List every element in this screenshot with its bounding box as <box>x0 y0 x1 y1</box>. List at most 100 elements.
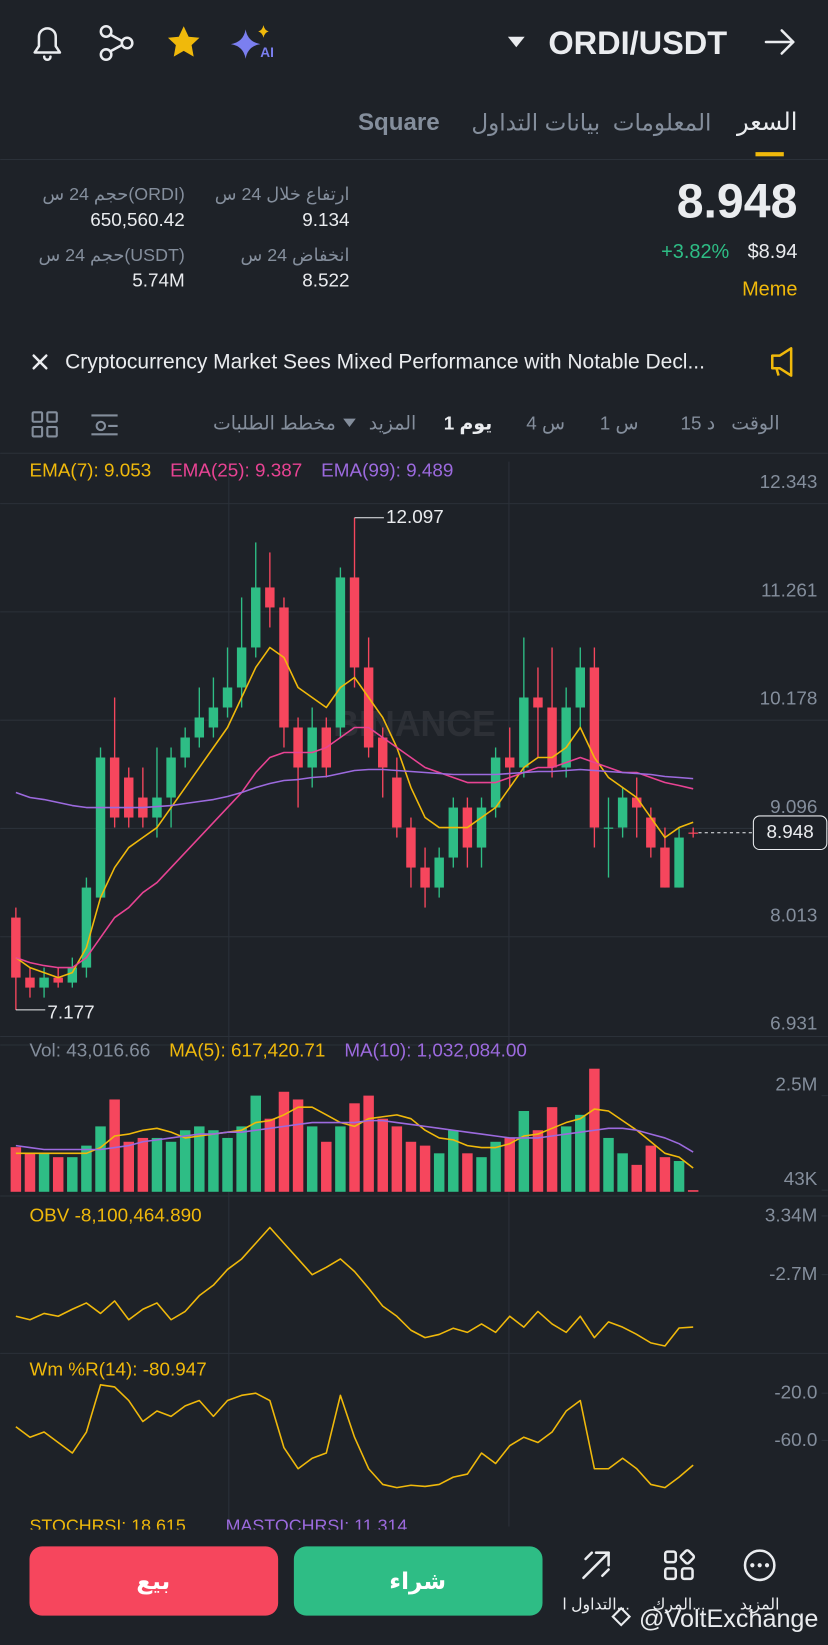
candle-body <box>476 807 487 848</box>
category-tag[interactable]: Meme <box>742 279 797 301</box>
candle-body <box>533 697 543 708</box>
candle-body <box>547 707 557 768</box>
action-label[interactable]: المزيد <box>740 1597 780 1615</box>
chart-area: 12.343 11.261 10.178 9.096 8.013 6.931 12.097 7… <box>0 461 828 1489</box>
y-tick-label: 10.178 <box>760 689 818 710</box>
action-label[interactable]: المرك... <box>652 1597 705 1615</box>
close-news-icon[interactable] <box>32 354 48 370</box>
volume-bar <box>575 1114 586 1192</box>
legend-label: EMA(25): 9.387 <box>170 461 302 482</box>
interval-more[interactable]: المزيد <box>369 413 416 434</box>
pair-title[interactable]: ORDI/USDT <box>548 25 727 61</box>
candle-body <box>392 777 402 828</box>
action-label[interactable]: التداول ا... <box>562 1597 629 1615</box>
candle-body <box>589 667 600 828</box>
share-icon[interactable] <box>99 24 134 62</box>
candle-body <box>124 777 134 818</box>
tab[interactable]: المعلومات <box>613 110 712 137</box>
candle-body <box>434 857 444 888</box>
volume-bar <box>151 1137 163 1192</box>
forward-arrow[interactable] <box>764 29 795 55</box>
interval-option[interactable]: 1 س <box>600 413 639 434</box>
candle-body <box>448 807 459 858</box>
y-tick-label: 12.343 <box>760 472 818 493</box>
y-tick-label: 11.261 <box>761 580 817 601</box>
y-tick-label: -2.7M <box>769 1264 817 1285</box>
indicator-line <box>15 1226 694 1347</box>
volume-bar <box>377 1118 388 1192</box>
high-marker-label: 12.097 <box>386 507 444 528</box>
stat-value: 5.74M <box>132 271 184 292</box>
tab[interactable]: بيانات التداول <box>471 110 600 137</box>
candle-body <box>251 587 261 648</box>
y-tick-label: 9.096 <box>770 797 817 818</box>
ai-icon[interactable]: AI <box>230 25 274 60</box>
candle-body <box>109 757 120 818</box>
volume-bar <box>419 1145 431 1192</box>
depth-chart-option[interactable]: مخطط الطلبات <box>213 413 336 434</box>
announcement-icon[interactable] <box>771 347 793 377</box>
indicator-settings-icon[interactable] <box>91 414 118 436</box>
candle-body <box>335 577 346 728</box>
y-tick-label: -60.0 <box>774 1430 817 1451</box>
volume-bar <box>10 1147 22 1192</box>
dropdown-arrow[interactable] <box>343 418 356 427</box>
bell-icon[interactable] <box>33 27 62 61</box>
volume-bar <box>81 1145 92 1192</box>
interval-option[interactable]: 15 د <box>680 413 715 434</box>
candle-body <box>420 867 430 888</box>
candle-body <box>67 967 78 983</box>
stat-label: ارتفاع خلال 24 س <box>215 184 350 205</box>
more-icon[interactable] <box>743 1549 776 1582</box>
volume-bar <box>179 1130 191 1192</box>
y-tick-label: -20.0 <box>774 1383 817 1404</box>
y-tick-label: 3.34M <box>765 1205 817 1226</box>
toolbar-label: الوقت <box>731 413 779 434</box>
usd-price: $8.94 <box>748 241 798 263</box>
volume-bar <box>222 1137 233 1192</box>
candle-body <box>363 667 374 748</box>
interval-option-active[interactable]: 1 يوم <box>444 413 493 434</box>
layout-icon[interactable] <box>31 411 58 438</box>
indicator-line <box>15 1119 694 1153</box>
trade-icon[interactable] <box>582 1551 610 1580</box>
candle-body <box>236 647 247 688</box>
volume-bar <box>335 1126 346 1192</box>
interval-option[interactable]: 4 س <box>526 413 565 434</box>
indicator-line <box>15 726 694 969</box>
volume-bar <box>560 1126 572 1192</box>
stat-value: 650,560.42 <box>90 210 184 231</box>
tab[interactable]: Square <box>358 109 440 136</box>
volume-bar <box>292 1099 304 1192</box>
pair-dropdown-arrow[interactable] <box>507 36 525 48</box>
volume-bar <box>659 1157 671 1192</box>
buy-button-label[interactable]: شراء <box>389 1568 446 1595</box>
favorite-star[interactable] <box>167 26 200 57</box>
volume-bar <box>363 1095 374 1192</box>
low-marker-label: 7.177 <box>47 1003 94 1024</box>
candle-body <box>660 847 670 888</box>
sell-button[interactable] <box>29 1546 279 1616</box>
candle-body <box>279 607 289 728</box>
news-headline[interactable]: Cryptocurrency Market Sees Mixed Perform… <box>65 350 705 373</box>
legend-label: MA(10): 1,032,084.00 <box>344 1041 527 1062</box>
tab-active[interactable]: السعر <box>736 109 798 136</box>
legend-label: MA(5): 617,420.71 <box>169 1041 325 1062</box>
indicator-line <box>15 646 694 979</box>
volume-bar <box>490 1141 501 1192</box>
volume-bar <box>448 1130 459 1192</box>
candle-body <box>406 827 416 868</box>
buy-button[interactable] <box>293 1546 543 1616</box>
sell-button-label[interactable]: بيع <box>136 1568 170 1595</box>
candle-body <box>208 707 219 728</box>
indicator-line <box>15 768 694 809</box>
center-icon[interactable] <box>664 1549 696 1581</box>
volume-bar <box>687 1190 699 1192</box>
ai-label: AI <box>260 45 274 60</box>
volume-bar <box>236 1126 247 1192</box>
volume-bar <box>95 1126 106 1192</box>
candle-body <box>561 707 571 768</box>
volume-bar <box>433 1153 445 1192</box>
volume-bar <box>278 1091 290 1192</box>
